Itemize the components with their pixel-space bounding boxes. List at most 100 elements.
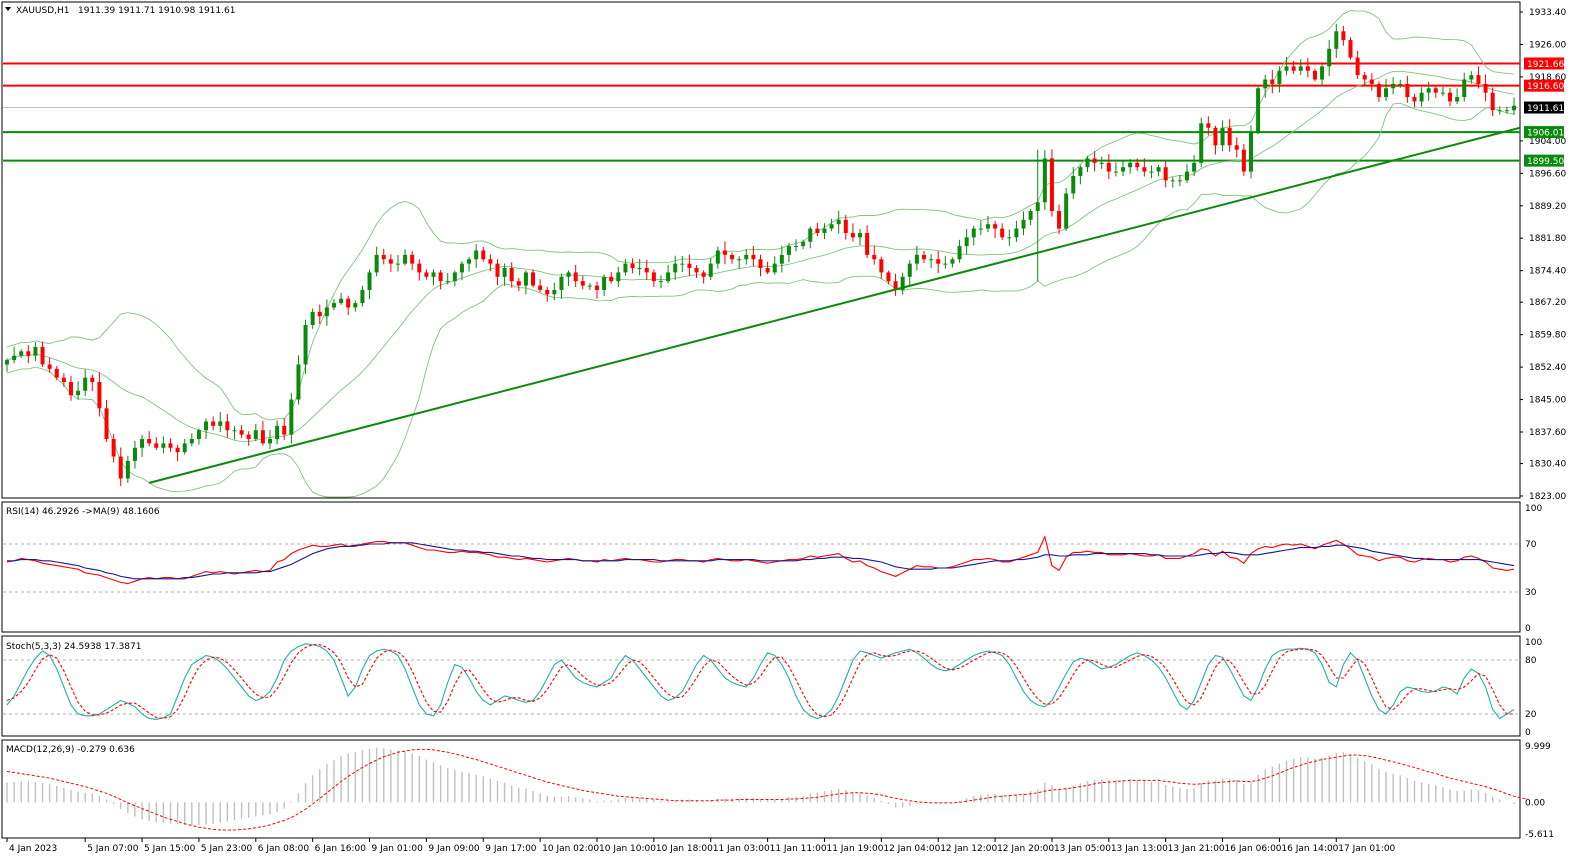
- candle-body: [12, 355, 17, 361]
- price-tag-box: [1524, 57, 1564, 70]
- candle-body: [772, 263, 777, 273]
- candle-body: [410, 254, 415, 264]
- candle: [118, 447, 123, 487]
- candle: [1128, 159, 1133, 174]
- candle-body: [701, 272, 706, 277]
- candle-body: [658, 281, 663, 283]
- candle: [1177, 175, 1182, 186]
- candle: [12, 346, 17, 364]
- candle: [943, 255, 948, 269]
- candle-body: [616, 272, 621, 282]
- candle: [794, 239, 799, 252]
- candle: [374, 246, 379, 277]
- candle-body: [680, 263, 685, 265]
- candle: [282, 418, 287, 441]
- candle: [1355, 51, 1360, 79]
- price-tick-label: 1918.60: [1529, 73, 1566, 83]
- time-tick-label: 5 Jan 23:00: [201, 844, 253, 854]
- candle-body: [1305, 66, 1310, 71]
- price-tick-label: 1904.00: [1529, 137, 1566, 147]
- candle-body: [538, 285, 543, 290]
- candle: [211, 416, 216, 431]
- candle-body: [1440, 92, 1445, 94]
- candle-body: [502, 268, 507, 277]
- candle: [1135, 158, 1140, 171]
- candle-body: [978, 228, 983, 230]
- candle: [737, 256, 742, 269]
- candle: [531, 269, 536, 288]
- dropdown-triangle-icon[interactable]: [5, 7, 11, 11]
- candle-body: [467, 259, 472, 264]
- candle: [1405, 75, 1410, 103]
- candle-body: [1384, 88, 1389, 98]
- current-price-tag: 1911.61: [1524, 101, 1564, 114]
- candle: [303, 319, 308, 375]
- trendline[interactable]: [148, 126, 1521, 484]
- candle: [893, 273, 898, 296]
- candle: [260, 420, 265, 446]
- time-tick-label: 13 Jan 21:00: [1168, 844, 1225, 854]
- candle-body: [801, 241, 806, 247]
- candle: [33, 342, 38, 361]
- candle: [772, 256, 777, 275]
- candle: [1185, 164, 1190, 183]
- candle: [580, 276, 585, 290]
- candle: [467, 256, 472, 272]
- candle: [609, 272, 614, 284]
- price-tag-label: 1911.61: [1527, 104, 1564, 114]
- candle: [1312, 68, 1317, 82]
- candle-body: [1469, 75, 1474, 80]
- candle-body: [1312, 70, 1317, 80]
- series-line: [6, 643, 1515, 720]
- candle-body: [90, 377, 95, 383]
- candle-body: [125, 460, 130, 479]
- candle-body: [104, 408, 109, 440]
- candle-body: [417, 263, 422, 273]
- candle: [595, 281, 600, 299]
- macd-label: MACD(12,26,9) -0.279 0.636: [6, 745, 135, 755]
- candle: [566, 270, 571, 287]
- candle: [104, 400, 109, 442]
- candle-body: [1433, 88, 1438, 93]
- candle-body: [1156, 167, 1161, 172]
- candle: [829, 218, 834, 232]
- candle: [978, 220, 983, 235]
- candle-body: [1391, 83, 1396, 89]
- candle-body: [580, 281, 585, 286]
- candle: [1270, 70, 1275, 94]
- candle: [1483, 74, 1488, 102]
- candle: [268, 429, 273, 450]
- candle-body: [765, 268, 770, 273]
- candle: [90, 374, 95, 392]
- candle: [559, 273, 564, 299]
- candle-body: [1078, 167, 1083, 176]
- candle: [40, 341, 45, 367]
- candle: [1348, 37, 1353, 60]
- candle: [1341, 25, 1346, 46]
- candle: [1440, 86, 1445, 97]
- candle-body: [1327, 48, 1332, 67]
- candle-body: [275, 425, 280, 440]
- candle: [1035, 149, 1040, 282]
- candle-body: [687, 263, 692, 269]
- candle: [502, 263, 507, 286]
- candle: [623, 259, 628, 276]
- candle: [993, 220, 998, 239]
- candle-body: [438, 272, 443, 282]
- candle-body: [1092, 158, 1097, 163]
- candle-body: [914, 254, 919, 264]
- candle-body: [47, 364, 52, 369]
- price-tag-label: 1906.01: [1527, 129, 1564, 139]
- candle: [1000, 223, 1005, 240]
- candle-body: [1320, 66, 1325, 80]
- candle: [395, 255, 400, 272]
- candle: [1462, 72, 1467, 102]
- ascending-trendline[interactable]: [148, 126, 1521, 484]
- candle: [168, 438, 173, 452]
- candle-body: [1149, 171, 1154, 173]
- candle: [452, 270, 457, 287]
- stoch-frame: [1, 635, 1521, 737]
- candle-body: [339, 298, 344, 304]
